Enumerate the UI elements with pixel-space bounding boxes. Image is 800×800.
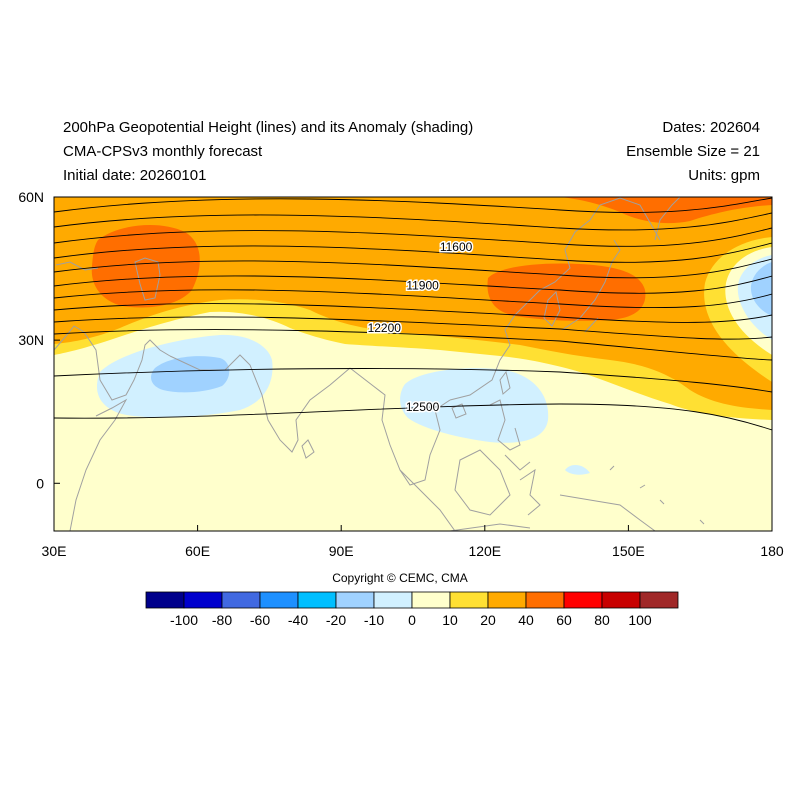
colorbar-label: -10 — [364, 612, 384, 628]
anomaly-band-minus10-0-small — [565, 464, 590, 475]
colorbar-label: -40 — [288, 612, 308, 628]
coastline-black-caspian — [55, 257, 161, 301]
colorbar-label: 80 — [594, 612, 610, 628]
coastline-sulawesi — [519, 468, 541, 516]
colorbar-label: 0 — [408, 612, 416, 628]
contour-line — [54, 227, 772, 247]
anomaly-band-40-60-west — [91, 225, 200, 308]
units-label: Units: gpm — [688, 167, 760, 184]
contour-line — [54, 329, 772, 361]
colorbar-label: 40 — [518, 612, 534, 628]
map-title: 200hPa Geopotential Height (lines) and i… — [63, 119, 474, 136]
lat-tick-label: 30N — [18, 332, 44, 348]
coastline-taiwan — [499, 370, 511, 395]
lon-tick-label: 90E — [329, 543, 354, 559]
coastline-borneo — [454, 449, 511, 516]
initial-date: Initial date: 20260101 — [63, 167, 207, 184]
contour-line — [54, 403, 772, 431]
contour-label: 11600 — [440, 240, 473, 254]
contour-label: 12200 — [368, 321, 402, 335]
colorbar-swatch — [297, 591, 337, 609]
colorbar-swatch — [487, 591, 527, 609]
model-subtitle: CMA-CPSv3 monthly forecast — [63, 143, 263, 160]
colorbar-swatch — [639, 591, 679, 609]
coastline-bay-bengal — [349, 367, 451, 486]
colorbar-swatch — [411, 591, 451, 609]
longitude-axis: 30E 60E 90E 120E 150E 180 — [42, 525, 784, 559]
colorbar-label: -100 — [170, 612, 198, 628]
anomaly-band-20-40 — [54, 197, 772, 410]
lon-tick-label: 180 — [760, 543, 784, 559]
colorbar-swatch — [183, 591, 223, 609]
coastline-pacific-islands — [609, 465, 705, 525]
colorbar: -100 -80 -60 -40 -20 -10 0 10 20 40 60 80 100 — [145, 591, 679, 628]
contour-labels: 11600 11900 12200 12500 — [366, 239, 474, 416]
lon-tick-label: 150E — [612, 543, 645, 559]
forecast-dates: Dates: 202604 — [662, 119, 760, 136]
contour-line — [54, 289, 772, 309]
lon-tick-label: 30E — [42, 543, 67, 559]
colorbar-swatch — [563, 591, 603, 609]
coastline-new-guinea — [559, 494, 656, 531]
lon-tick-label: 60E — [185, 543, 210, 559]
colorbar-label: 20 — [480, 612, 496, 628]
lat-tick-label: 60N — [18, 189, 44, 205]
anomaly-band-minus20-minus10-west — [151, 356, 230, 393]
copyright-notice: Copyright © CEMC, CMA — [332, 571, 468, 585]
coastline-korea — [543, 291, 561, 327]
contour-label: 11900 — [406, 278, 439, 292]
lon-tick-label: 120E — [468, 543, 501, 559]
colorbar-label: -80 — [212, 612, 232, 628]
lat-tick-label: 0 — [36, 475, 44, 491]
contour-line — [54, 242, 772, 263]
colorbar-swatch — [259, 591, 299, 609]
colorbar-swatch — [525, 591, 565, 609]
colorbar-label: 10 — [442, 612, 458, 628]
coastline-kamchatka — [654, 197, 681, 241]
coastline-africa-horn — [69, 398, 128, 531]
colorbar-swatch — [601, 591, 641, 609]
colorbar-swatch — [145, 591, 185, 609]
coastline-east-asia — [449, 197, 661, 401]
coastline-india — [169, 354, 351, 453]
contour-line — [54, 212, 772, 231]
contour-line — [54, 316, 772, 340]
coastline-philippines — [489, 399, 531, 471]
contour-line — [54, 258, 772, 279]
colorbar-swatch — [449, 591, 489, 609]
anomaly-band-40-60-north — [54, 197, 772, 224]
coastlines — [54, 197, 705, 531]
colorbar-swatch — [335, 591, 375, 609]
contour-line — [54, 197, 772, 213]
coastline-hainan — [451, 403, 467, 419]
colorbar-label: 60 — [556, 612, 572, 628]
coastline-sumatra — [399, 469, 456, 531]
ensemble-size: Ensemble Size = 21 — [626, 143, 760, 160]
height-contours — [54, 197, 772, 431]
contour-line — [54, 368, 772, 393]
coastline-africa-arabia — [54, 325, 171, 401]
colorbar-label: 100 — [628, 612, 652, 628]
colorbar-label: -20 — [326, 612, 346, 628]
contour-label: 12500 — [406, 400, 440, 414]
contour-line — [54, 275, 772, 294]
colorbar-label: -60 — [250, 612, 270, 628]
coastline-java — [449, 523, 531, 531]
colorbar-swatch — [373, 591, 413, 609]
plot-frame — [53, 196, 773, 532]
latitude-axis: 60N 30N 0 — [18, 189, 60, 491]
contour-line — [54, 303, 772, 323]
coastline-sri-lanka — [301, 439, 315, 459]
anomaly-shading — [54, 197, 772, 531]
colorbar-swatch — [221, 591, 261, 609]
anomaly-band-minus20-minus10-east — [750, 262, 772, 316]
